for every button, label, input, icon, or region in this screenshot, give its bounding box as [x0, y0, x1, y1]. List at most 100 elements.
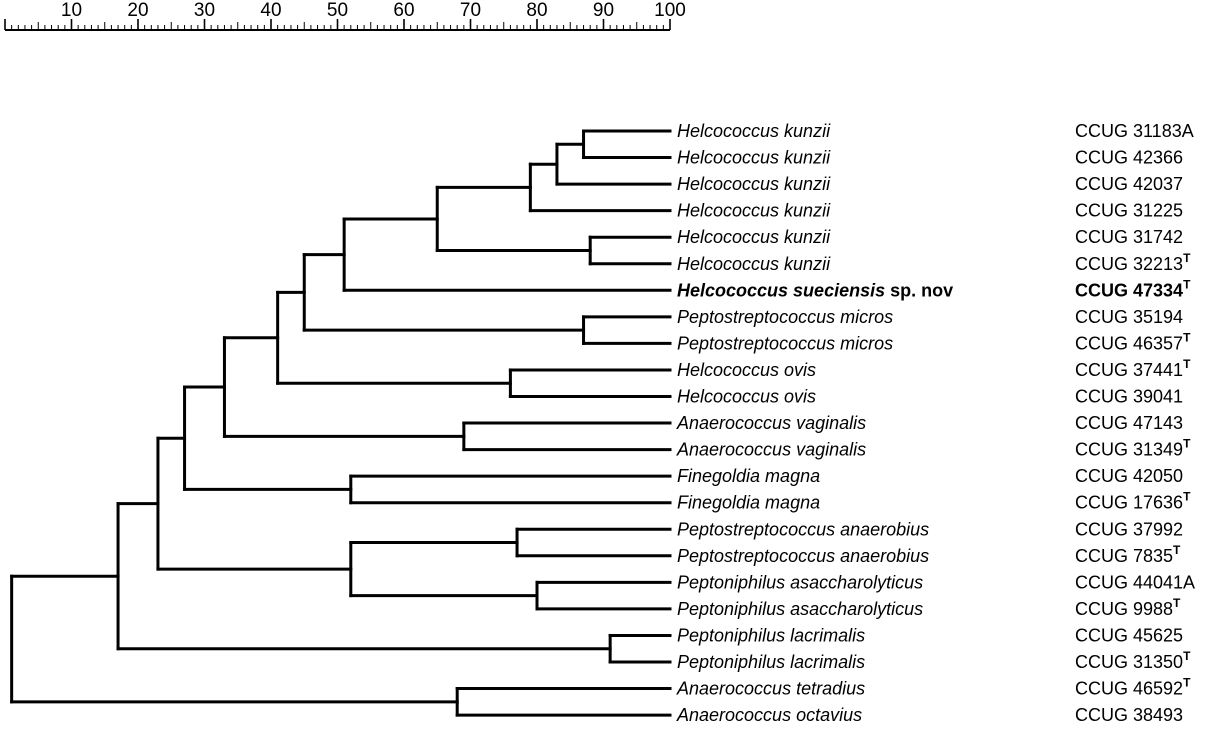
strain-number: CCUG 38493	[1075, 705, 1183, 725]
strain-label: CCUG 46592T	[1075, 676, 1191, 699]
taxon-name: Peptoniphilus asaccharolyticus	[677, 599, 923, 619]
strain-label: CCUG 39041	[1075, 387, 1183, 407]
type-strain-mark: T	[1183, 330, 1191, 344]
scale-tick-label: 30	[194, 0, 215, 21]
taxon-name: Helcococcus kunzii	[677, 174, 831, 194]
taxon-species: Helcococcus sueciensis	[677, 280, 885, 300]
type-strain-mark: T	[1173, 543, 1181, 557]
taxon-species: Peptostreptococcus anaerobius	[677, 546, 929, 566]
strain-label: CCUG 31350T	[1075, 649, 1191, 672]
taxon-species: Peptoniphilus lacrimalis	[677, 652, 865, 672]
strain-number: CCUG 39041	[1075, 387, 1183, 407]
strain-number: CCUG 31183A	[1075, 121, 1194, 141]
taxon-species: Peptostreptococcus micros	[677, 333, 893, 353]
scale-tick-label: 60	[393, 0, 414, 21]
strain-label: CCUG 32213T	[1075, 251, 1191, 274]
taxon-name: Anaerococcus vaginalis	[676, 413, 866, 433]
strain-number: CCUG 31225	[1075, 201, 1183, 221]
taxon-name: Peptostreptococcus anaerobius	[677, 519, 929, 539]
taxon-species: Helcococcus ovis	[677, 360, 816, 380]
strain-label: CCUG 47143	[1075, 413, 1183, 433]
taxon-name: Finegoldia magna	[677, 493, 820, 513]
strain-label: CCUG 42366	[1075, 148, 1183, 168]
taxon-name: Peptoniphilus asaccharolyticus	[677, 572, 923, 592]
taxon-name: Helcococcus sueciensis sp. nov	[677, 280, 953, 300]
type-strain-mark: T	[1183, 251, 1191, 265]
taxon-name: Anaerococcus octavius	[676, 705, 862, 725]
taxon-name: Anaerococcus vaginalis	[676, 440, 866, 460]
strain-number: CCUG 45625	[1075, 625, 1183, 645]
strain-number: CCUG 32213	[1075, 254, 1183, 274]
strain-label: CCUG 31183A	[1075, 121, 1194, 141]
strain-number: CCUG 37992	[1075, 519, 1183, 539]
taxon-name: Helcococcus kunzii	[677, 121, 831, 141]
strain-label: CCUG 42037	[1075, 174, 1183, 194]
type-strain-mark: T	[1183, 277, 1191, 291]
taxon-name: Anaerococcus tetradius	[676, 679, 865, 699]
taxon-name: Helcococcus kunzii	[677, 227, 831, 247]
scale-tick-label: 80	[526, 0, 547, 21]
taxon-species: Helcococcus kunzii	[677, 174, 831, 194]
taxon-species: Helcococcus ovis	[677, 387, 816, 407]
strain-number: CCUG 31350	[1075, 652, 1183, 672]
taxon-species: Anaerococcus tetradius	[676, 679, 865, 699]
type-strain-mark: T	[1183, 437, 1191, 451]
leaf-labels: Helcococcus kunzii CCUG 31183A Helcococcus…	[676, 121, 1195, 725]
strain-number: CCUG 9988	[1075, 599, 1173, 619]
strain-label: CCUG 42050	[1075, 466, 1183, 486]
strain-label: CCUG 31225	[1075, 201, 1183, 221]
strain-label: CCUG 17636T	[1075, 490, 1191, 513]
strain-number: CCUG 7835	[1075, 546, 1173, 566]
taxon-name: Peptoniphilus lacrimalis	[677, 625, 865, 645]
type-strain-mark: T	[1173, 596, 1181, 610]
strain-number: CCUG 37441	[1075, 360, 1183, 380]
taxon-species: Peptoniphilus lacrimalis	[677, 625, 865, 645]
strain-number: CCUG 31349	[1075, 440, 1183, 460]
taxon-species: Finegoldia magna	[677, 493, 820, 513]
strain-number: CCUG 46357	[1075, 333, 1183, 353]
taxon-species: Anaerococcus vaginalis	[676, 440, 866, 460]
taxon-species: Peptoniphilus asaccharolyticus	[677, 599, 923, 619]
strain-number: CCUG 17636	[1075, 493, 1183, 513]
taxon-name: Helcococcus kunzii	[677, 254, 831, 274]
strain-label: CCUG 35194	[1075, 307, 1183, 327]
taxon-species: Peptoniphilus asaccharolyticus	[677, 572, 923, 592]
strain-number: CCUG 35194	[1075, 307, 1183, 327]
strain-number: CCUG 47143	[1075, 413, 1183, 433]
taxon-species: Anaerococcus octavius	[676, 705, 862, 725]
strain-label: CCUG 7835T	[1075, 543, 1181, 566]
strain-label: CCUG 38493	[1075, 705, 1183, 725]
taxon-name: Peptostreptococcus anaerobius	[677, 546, 929, 566]
strain-number: CCUG 44041A	[1075, 572, 1195, 592]
strain-label: CCUG 45625	[1075, 625, 1183, 645]
taxon-species: Helcococcus kunzii	[677, 254, 831, 274]
strain-label: CCUG 31742	[1075, 227, 1183, 247]
strain-label: CCUG 31349T	[1075, 437, 1191, 460]
taxon-species: Helcococcus kunzii	[677, 201, 831, 221]
dendrogram-branches	[10, 129, 672, 717]
strain-number: CCUG 31742	[1075, 227, 1183, 247]
strain-number: CCUG 42050	[1075, 466, 1183, 486]
strain-label: CCUG 9988T	[1075, 596, 1181, 619]
scale-tick-label: 90	[593, 0, 614, 21]
taxon-name: Helcococcus ovis	[677, 360, 816, 380]
strain-label: CCUG 44041A	[1075, 572, 1195, 592]
scale-tick-label: 20	[127, 0, 148, 21]
strain-label: CCUG 37441T	[1075, 357, 1191, 380]
taxon-name: Peptoniphilus lacrimalis	[677, 652, 865, 672]
taxon-name: Peptostreptococcus micros	[677, 307, 893, 327]
taxon-name: Helcococcus kunzii	[677, 201, 831, 221]
taxon-name: Finegoldia magna	[677, 466, 820, 486]
type-strain-mark: T	[1183, 649, 1191, 663]
taxon-species: Peptostreptococcus micros	[677, 307, 893, 327]
taxon-species: Helcococcus kunzii	[677, 121, 831, 141]
taxon-name: Helcococcus ovis	[677, 387, 816, 407]
strain-number: CCUG 46592	[1075, 679, 1183, 699]
strain-label: CCUG 46357T	[1075, 330, 1191, 353]
type-strain-mark: T	[1183, 676, 1191, 690]
scale-tick-label: 50	[327, 0, 348, 21]
scale-tick-label: 10	[61, 0, 82, 21]
strain-number: CCUG 42037	[1075, 174, 1183, 194]
taxon-species: Anaerococcus vaginalis	[676, 413, 866, 433]
